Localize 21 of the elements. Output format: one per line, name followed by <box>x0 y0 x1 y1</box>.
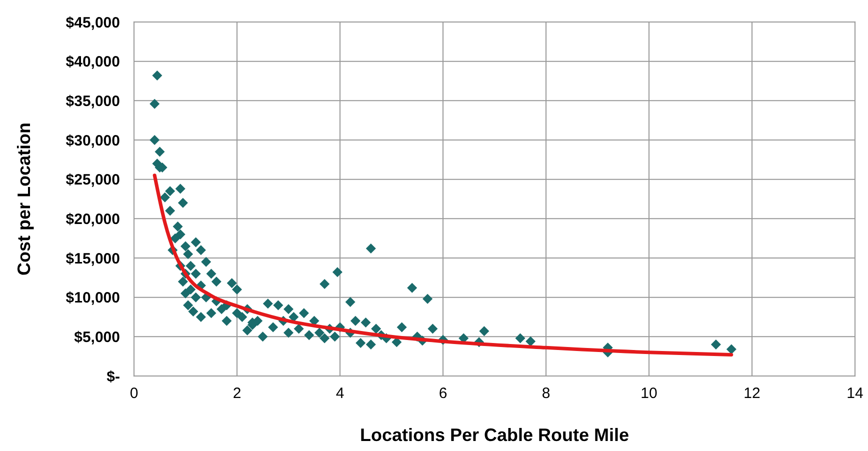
y-tick-label: $10,000 <box>66 290 120 307</box>
line-series <box>152 174 734 357</box>
x-tick-label: 0 <box>130 385 138 402</box>
y-tick-label: $15,000 <box>66 250 120 268</box>
y-tick-label: $35,000 <box>66 92 120 110</box>
x-tick-label: 8 <box>542 385 550 402</box>
y-tick-label: $- <box>106 368 120 386</box>
y-tick-label: $5,000 <box>74 328 120 346</box>
y-tick-label: $25,000 <box>66 172 120 189</box>
x-tick-label: 6 <box>438 385 448 402</box>
y-axis-title: Cost per Location <box>14 122 34 276</box>
x-tick-label: 4 <box>336 385 344 402</box>
x-tick-label: 10 <box>640 385 658 402</box>
y-tick-label: $40,000 <box>66 54 120 71</box>
y-tick-label: $20,000 <box>66 210 120 228</box>
x-tick-label: 2 <box>232 385 242 402</box>
x-axis-title: Locations Per Cable Route Mile <box>360 425 630 445</box>
x-tick-label: 14 <box>846 385 864 402</box>
x-tick-label: 12 <box>744 385 760 402</box>
y-tick-label: $45,000 <box>66 14 120 32</box>
y-tick-label: $30,000 <box>66 132 120 150</box>
